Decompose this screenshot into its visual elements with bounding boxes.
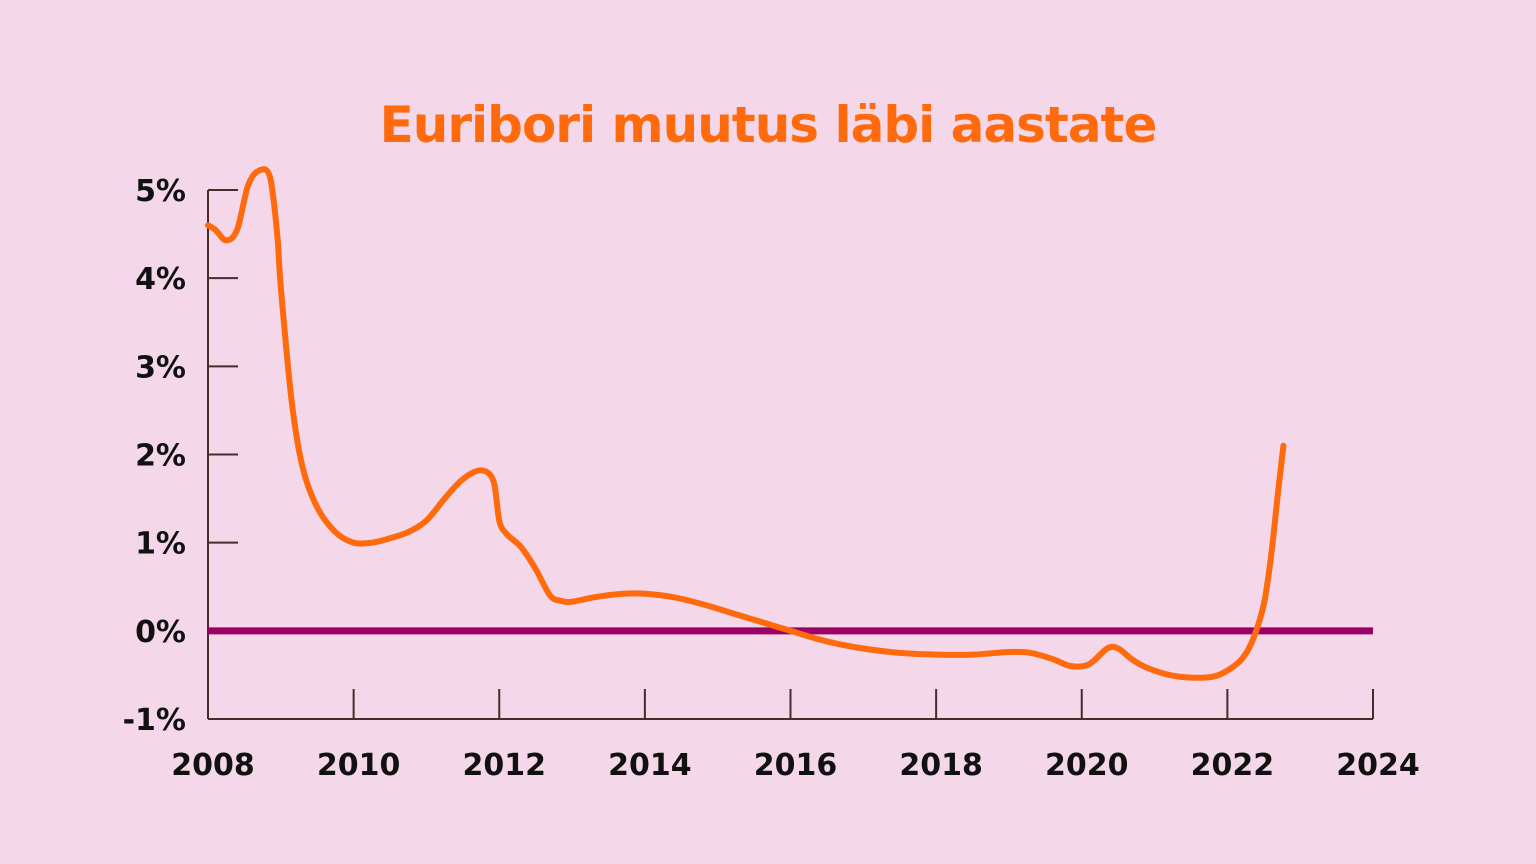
- y-tick-label: 4%: [135, 262, 186, 297]
- x-tick-label: 2018: [899, 748, 983, 783]
- y-tick-label: 1%: [135, 527, 186, 562]
- euribor-series-line: [205, 166, 1287, 681]
- y-tick-label: -1%: [123, 703, 186, 738]
- x-tick-label: 2014: [608, 748, 692, 783]
- y-tick-label: 3%: [135, 350, 186, 385]
- y-tick-label: 0%: [135, 615, 186, 650]
- x-tick-label: 2008: [171, 748, 255, 783]
- x-tick-label: 2024: [1336, 748, 1420, 783]
- x-tick-label: 2022: [1191, 748, 1275, 783]
- x-tick-label: 2010: [317, 748, 401, 783]
- x-tick-label: 2016: [754, 748, 838, 783]
- chart-title: Euribori muutus läbi aastate: [379, 96, 1158, 154]
- y-tick-label: 5%: [135, 174, 186, 209]
- y-tick-label: 2%: [135, 439, 186, 474]
- x-tick-label: 2012: [463, 748, 547, 783]
- x-tick-label: 2020: [1045, 748, 1129, 783]
